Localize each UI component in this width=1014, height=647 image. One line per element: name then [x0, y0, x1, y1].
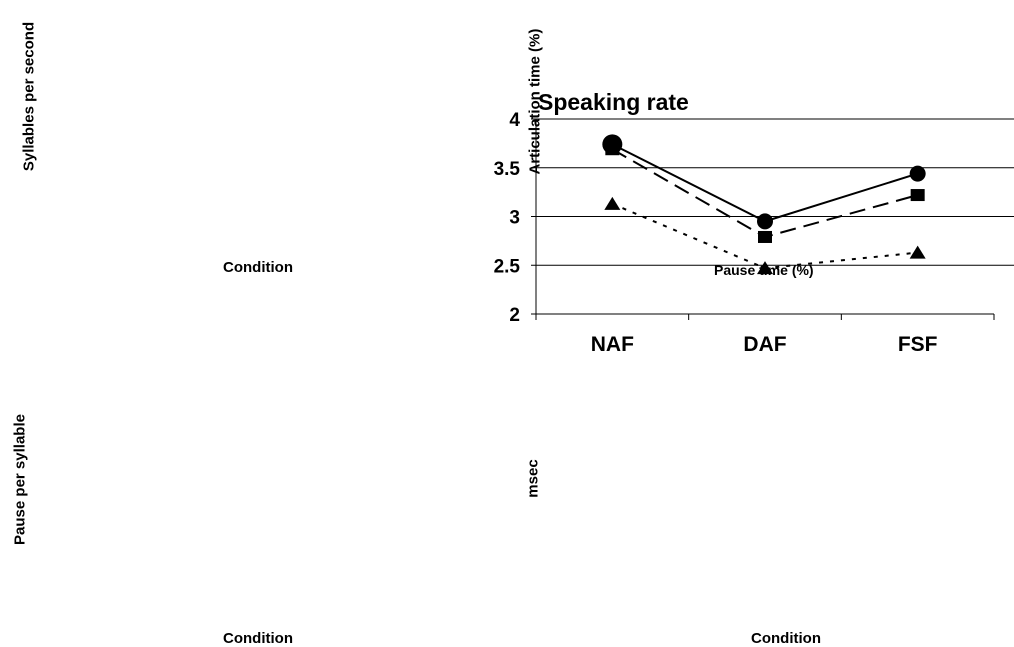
series-markers — [602, 134, 926, 275]
series-line-circle — [611, 143, 918, 223]
x-category-label: NAF — [591, 333, 634, 356]
data-point-circle — [757, 213, 773, 230]
condition-label-top-left: Condition — [223, 259, 293, 276]
x-category-label: DAF — [743, 333, 786, 356]
data-point-circle — [909, 165, 926, 182]
y-tick-label: 3.5 — [494, 159, 521, 180]
y-tick-label: 2 — [509, 305, 520, 326]
data-point-square — [910, 189, 925, 202]
data-point-square — [605, 143, 620, 156]
data-point-triangle — [909, 245, 926, 259]
data-point-triangle — [757, 261, 773, 275]
data-point-square — [758, 230, 772, 243]
data-point-triangle — [604, 196, 621, 210]
y-tick-label: 2.5 — [494, 256, 521, 277]
x-category-label: FSF — [898, 333, 938, 356]
y-tick-label: 4 — [509, 110, 520, 131]
chart-title: Speaking rate — [538, 89, 689, 115]
pause-time-label: Pause time (%) — [714, 262, 814, 278]
axes: 2 2.5 3 3.5 4 NAF DAF FSF — [494, 110, 995, 356]
condition-label-bottom-left: Condition — [223, 630, 293, 647]
gridlines — [536, 118, 1014, 266]
condition-label-bottom-right: Condition — [751, 630, 821, 647]
y-tick-label: 3 — [509, 208, 520, 229]
series-lines — [611, 143, 918, 270]
